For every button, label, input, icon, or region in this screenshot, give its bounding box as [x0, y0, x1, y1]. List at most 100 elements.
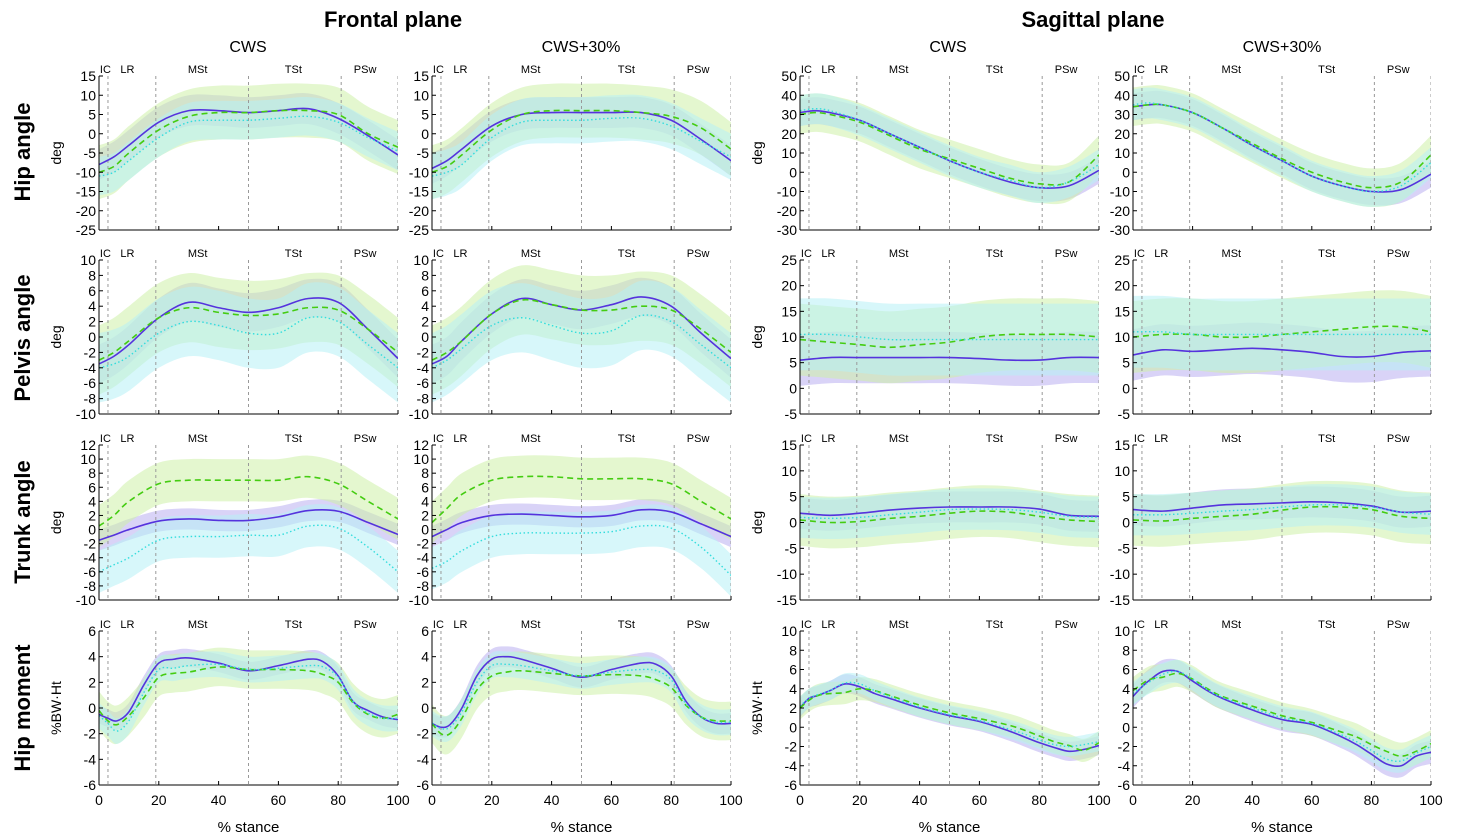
panel-4-1-x-tick-label: 0 [95, 792, 103, 808]
panel-1-3-y-tick-label: -10 [777, 184, 797, 200]
panel-4-3-phase-label: PSw [1055, 619, 1078, 631]
panel-4-2-phase-label: TSt [618, 619, 635, 631]
panel-3-1-series-line-solid [99, 508, 398, 541]
panel-2-1-y-tick-label: 0 [88, 329, 96, 345]
panel-1-3-y-tick-label: 10 [781, 145, 797, 161]
panel-4-4-phase-label: PSw [1387, 619, 1410, 631]
panel-3-1-phase-label: MSt [188, 433, 208, 445]
panel-2-2-y-tick-label: 6 [421, 283, 429, 299]
panel-4-2-y-tick-label: 6 [421, 623, 429, 639]
panel-1-2-plot-area [432, 76, 731, 230]
panel-1-3-plot-area [800, 76, 1099, 230]
panel-2-4-phase-label: LR [1154, 248, 1168, 260]
panel-4-2-y-tick-label: 2 [421, 674, 429, 690]
panel-4-2-plot-area [432, 631, 731, 785]
panel-3-3-phase-label: TSt [986, 433, 1003, 445]
panel-3-2-phase-label: MSt [521, 433, 541, 445]
panel-2-4-y-tick-label: 20 [1114, 278, 1130, 294]
panel-2-2-y-tick-label: -10 [409, 406, 429, 422]
panel-1-1-y-tick-label: -15 [76, 184, 96, 200]
panel-3-4-series-line-dotted [1133, 503, 1431, 516]
panel-1-1-y-tick-label: -25 [76, 222, 96, 238]
panel-4-3-y-tick-label: 8 [789, 642, 797, 658]
panel-2-4-y-tick-label: 5 [1122, 355, 1130, 371]
panel-2-2-phase-label: LR [453, 248, 467, 260]
panel-4-1-phase-label: TSt [285, 619, 302, 631]
panel-1-4-series-line-dashed [1133, 103, 1431, 189]
panel-3-4-series-line-dashed [1133, 505, 1431, 522]
panel-2-2-plot-area [432, 260, 731, 414]
panel-4-4-x-axis-label: % stance [1251, 819, 1313, 836]
panel-4-4-x-tick-label: 40 [1244, 792, 1260, 808]
panel-2-4-phase-label: MSt [1222, 248, 1242, 260]
panel-1-1-phase-label: LR [120, 64, 134, 76]
panel-1-1-phase-label: MSt [188, 64, 208, 76]
panel-1-3-series-line-dotted [800, 108, 1099, 189]
panel-4-4-y-tick-label: 2 [1122, 700, 1130, 716]
panel-2-2-phase-label: IC [433, 248, 444, 260]
panel-3-1-phase-label: LR [120, 433, 134, 445]
panel-4-4-y-tick-label: -6 [1118, 777, 1131, 793]
panel-1-2-phase-label: TSt [618, 64, 635, 76]
panel-3-1-y-tick-label: -10 [76, 592, 96, 608]
panel-4-3-y-tick-label: 6 [789, 662, 797, 678]
panel-2-1-plot-area [99, 260, 398, 414]
panel-2-1-y-tick-label: 10 [80, 252, 96, 268]
panel-4-3-x-tick-label: 40 [912, 792, 928, 808]
panel-3-1-phase-label: TSt [285, 433, 302, 445]
panel-1-3-series-line-dashed [800, 111, 1099, 186]
panel-1-4-y-tick-label: 30 [1114, 107, 1130, 123]
panel-3-4-y-tick-label: -5 [1118, 540, 1131, 556]
panel-4-1-x-tick-label: 20 [151, 792, 167, 808]
panel-1-2-y-tick-label: 0 [421, 126, 429, 142]
panel-2-2-phase-label: TSt [618, 248, 635, 260]
panel-4-2-y-tick-label: 0 [421, 700, 429, 716]
panel-2-2-y-tick-label: -8 [417, 391, 430, 407]
panel-3-1-y-tick-label: 2 [88, 507, 96, 523]
panel-4-2-x-tick-label: 100 [719, 792, 743, 808]
row-title-trunk-angle: Trunk angle [10, 460, 35, 583]
panel-3-3-y-tick-label: 5 [789, 489, 797, 505]
panel-2-2-series-line-dashed [432, 298, 731, 361]
panel-3-4-y-tick-label: -15 [1110, 592, 1130, 608]
panel-1-3-y-tick-label: 30 [781, 107, 797, 123]
panel-2-2-sd-band-dotted [432, 280, 731, 403]
panel-3-2-y-tick-label: -10 [409, 592, 429, 608]
panel-2-2-y-tick-label: -6 [417, 375, 430, 391]
panel-1-1-series-line-dashed [99, 109, 398, 174]
panel-4-2-series-line-dashed [432, 669, 731, 737]
panel-4-1-plot-area [99, 631, 398, 785]
panel-2-2-y-tick-label: 2 [421, 314, 429, 330]
panel-1-3-y-axis-label: deg [749, 141, 765, 164]
panel-1-4-y-tick-label: 20 [1114, 126, 1130, 142]
panel-4-2-phase-label: MSt [521, 619, 541, 631]
panel-1-2-phase-label: PSw [687, 64, 710, 76]
panel-3-1-y-tick-label: -2 [84, 536, 97, 552]
panel-4-4-phase-label: LR [1154, 619, 1168, 631]
panel-4-1-y-tick-label: 0 [88, 700, 96, 716]
panel-1-4-y-tick-label: -20 [1110, 203, 1130, 219]
panel-3-1-y-tick-label: 0 [88, 522, 96, 538]
panel-3-2-y-tick-label: 12 [413, 437, 429, 453]
panel-4-4-phase-label: MSt [1222, 619, 1242, 631]
panel-4-2-x-tick-label: 80 [663, 792, 679, 808]
panel-1-2-y-tick-label: 10 [413, 87, 429, 103]
panel-4-2-phase-label: LR [453, 619, 467, 631]
panel-4-4-y-tick-label: 8 [1122, 642, 1130, 658]
panel-2-1-y-tick-label: -4 [84, 360, 97, 376]
panel-2-3-phase-label: IC [801, 248, 812, 260]
panel-2-2-series-line-dotted [432, 314, 731, 369]
panel-3-1-y-tick-label: 10 [80, 451, 96, 467]
panel-2-4-series-line-dashed [1133, 325, 1431, 339]
panel-3-1-phase-label: IC [100, 433, 111, 445]
panel-4-3-y-tick-label: 10 [781, 623, 797, 639]
panel-1-2-sd-band-dotted [432, 94, 731, 200]
panel-4-1-y-tick-label: -2 [84, 726, 97, 742]
panel-2-4-y-tick-label: 10 [1114, 329, 1130, 345]
panel-4-1-phase-label: PSw [354, 619, 377, 631]
panel-4-3-series-line-dashed [800, 687, 1099, 752]
